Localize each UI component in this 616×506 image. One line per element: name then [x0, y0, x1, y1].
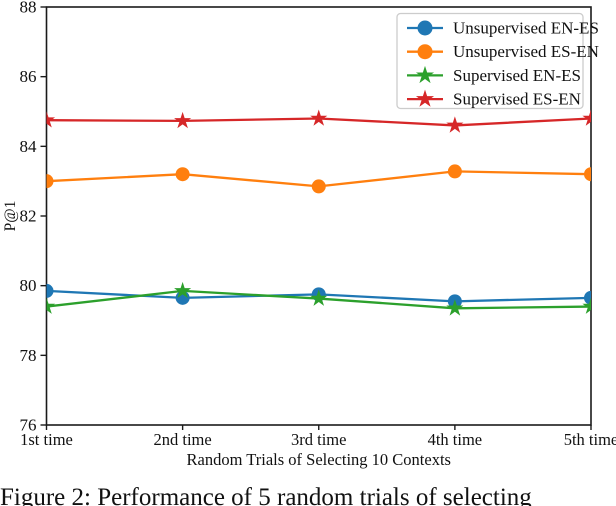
data-point-star [582, 297, 591, 314]
y-tick-label: 86 [20, 67, 37, 86]
x-tick-label: 2nd time [154, 430, 212, 449]
plot-series [46, 109, 591, 316]
data-point-star [310, 289, 328, 306]
legend-label: Supervised EN-ES [453, 66, 581, 85]
legend-marker-star [415, 65, 435, 84]
x-tick-label: 3rd time [291, 430, 346, 449]
legend-label: Unsupervised EN-ES [453, 19, 599, 38]
data-point-circle [175, 167, 190, 182]
legend-item: Unsupervised EN-ES [407, 19, 599, 38]
chart-canvas: 76 78 80 82 84 86 88 1st time 2nd time 3rd time 4t… [2, 0, 616, 469]
data-point-star [446, 116, 464, 133]
y-tick-label: 80 [20, 276, 37, 295]
legend-item: Unsupervised ES-EN [407, 42, 599, 61]
y-axis-title: P@1 [2, 201, 19, 232]
y-tick-label: 82 [20, 207, 37, 226]
x-axis-title: Random Trials of Selecting 10 Contexts [187, 450, 451, 469]
data-point-circle [46, 283, 54, 298]
data-point-star [174, 281, 192, 299]
legend-label: Unsupervised ES-EN [453, 42, 599, 61]
chart: 76 78 80 82 84 86 88 1st time 2nd time 3rd time 4t… [2, 0, 616, 469]
legend-marker-star [415, 89, 435, 107]
data-point-star [46, 111, 56, 128]
data-point-circle [311, 179, 326, 194]
x-axis: 1st time 2nd time 3rd time 4th time 5th time [20, 425, 616, 449]
x-tick-label: 5th time [564, 430, 616, 449]
y-tick-label: 88 [20, 0, 37, 17]
y-tick-label: 78 [20, 346, 37, 365]
legend-item: Supervised ES-EN [407, 89, 581, 109]
legend-box [396, 12, 584, 110]
series-supervised-es-en [46, 109, 591, 133]
data-point-circle [584, 167, 591, 182]
data-point-circle [584, 290, 591, 305]
y-tick-label: 76 [20, 416, 37, 435]
data-point-star [174, 111, 192, 129]
y-axis: 76 78 80 82 84 86 88 [20, 0, 47, 435]
y-tick-label: 84 [20, 137, 38, 156]
series-unsupervised-es-en [46, 164, 591, 194]
data-point-star [582, 109, 591, 126]
legend-item: Supervised EN-ES [407, 65, 581, 85]
legend-label: Supervised ES-EN [453, 90, 581, 109]
figure-caption: Figure 2: Performance of 5 random trials… [0, 484, 532, 506]
series-supervised-en-es [46, 281, 591, 316]
legend-marker-circle [417, 44, 433, 60]
legend-marker-circle [417, 20, 433, 36]
legend: Unsupervised EN-ES Unsupervised ES-EN Supe… [396, 12, 599, 110]
x-tick-label: 1st time [20, 430, 73, 449]
data-point-star [446, 299, 464, 316]
data-point-circle [46, 174, 54, 189]
x-tick-label: 4th time [428, 430, 483, 449]
data-point-star [310, 109, 328, 126]
data-point-circle [447, 164, 462, 179]
data-point-star [46, 297, 56, 314]
